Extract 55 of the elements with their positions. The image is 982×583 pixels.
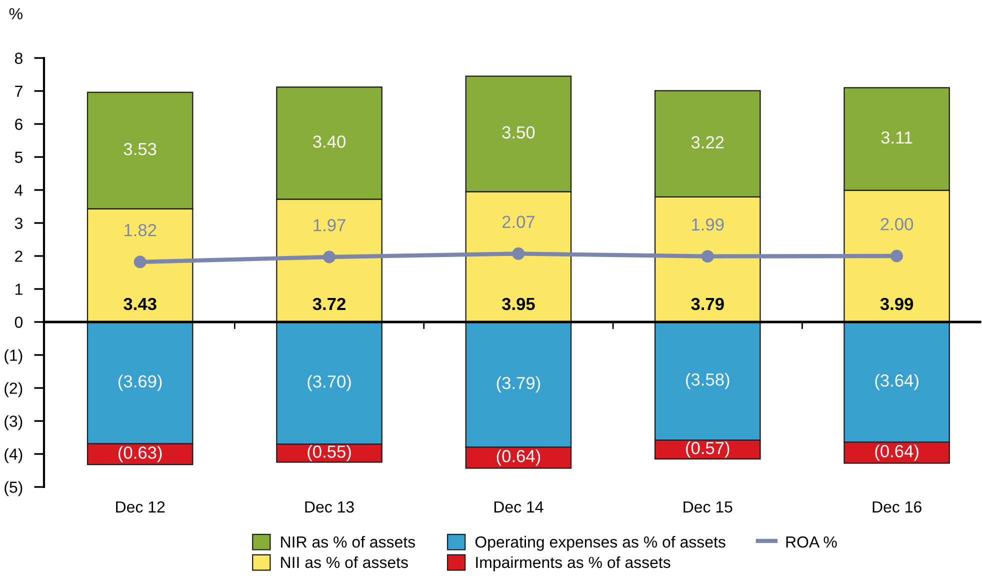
- data-label: 1.97: [314, 219, 346, 232]
- data-label: (0.64): [875, 444, 918, 461]
- y-tick-label: 0: [14, 316, 23, 328]
- y-tick-label: 7: [15, 86, 22, 97]
- data-label: 3.50: [502, 126, 535, 139]
- data-label: 3.95: [502, 298, 535, 310]
- x-tick-label: Dec 12: [116, 501, 165, 513]
- data-label: 2.00: [880, 218, 914, 230]
- y-tick-label: 1: [15, 284, 22, 295]
- data-label: 3.40: [313, 136, 346, 148]
- y-tick-label: (4): [4, 448, 22, 464]
- data-label: (3.58): [686, 372, 730, 390]
- data-label: 3.99: [880, 298, 914, 310]
- legend-label: Impairments as % of assets: [476, 556, 670, 572]
- y-tick-label: 2: [15, 250, 22, 262]
- x-tick-label: Dec 14: [494, 501, 544, 513]
- data-label: 3.79: [691, 298, 724, 310]
- legend-label: ROA %: [786, 536, 837, 548]
- data-label: (3.69): [118, 374, 162, 391]
- data-label: 3.53: [124, 142, 156, 156]
- y-tick-label: 3: [14, 218, 22, 229]
- y-tick-label: 6: [15, 118, 22, 130]
- y-tick-label: 8: [14, 52, 22, 64]
- data-label: (0.63): [118, 446, 162, 462]
- point: [512, 247, 525, 260]
- data-label: (3.70): [308, 374, 351, 392]
- x-tick-label: Dec 13: [305, 501, 354, 513]
- point: [134, 256, 146, 268]
- point: [323, 250, 336, 264]
- data-label: 3.22: [691, 136, 724, 148]
- x-tick-label: Dec 16: [872, 501, 922, 513]
- legend-label: NII as % of assets: [281, 556, 408, 568]
- y-tick-label: (5): [4, 481, 22, 496]
- legend-label: Operating expenses as % of assets: [475, 536, 726, 551]
- y-tick-label: (1): [4, 349, 22, 364]
- data-label: 3.11: [881, 131, 912, 144]
- data-label: (3.79): [496, 376, 540, 393]
- data-label: (0.64): [496, 450, 540, 466]
- data-label: (0.55): [308, 445, 351, 462]
- y-tick-label: (2): [4, 382, 22, 398]
- data-label: 3.43: [124, 298, 156, 310]
- legend-label: NIR as % of assets: [281, 536, 416, 548]
- x-tick-label: Dec 15: [684, 501, 732, 513]
- data-label: (3.64): [875, 374, 918, 390]
- point: [701, 250, 714, 263]
- data-label: 1.99: [692, 218, 724, 231]
- y-tick-label: (3): [4, 415, 22, 430]
- data-label: (0.57): [686, 441, 730, 458]
- point: [890, 250, 904, 262]
- y-axis-title: %: [9, 8, 22, 20]
- data-label: 3.72: [312, 298, 346, 310]
- y-tick-label: 5: [14, 152, 22, 163]
- data-label: 1.82: [124, 224, 156, 236]
- y-tick-label: 4: [14, 184, 23, 196]
- data-label: 2.07: [502, 216, 534, 228]
